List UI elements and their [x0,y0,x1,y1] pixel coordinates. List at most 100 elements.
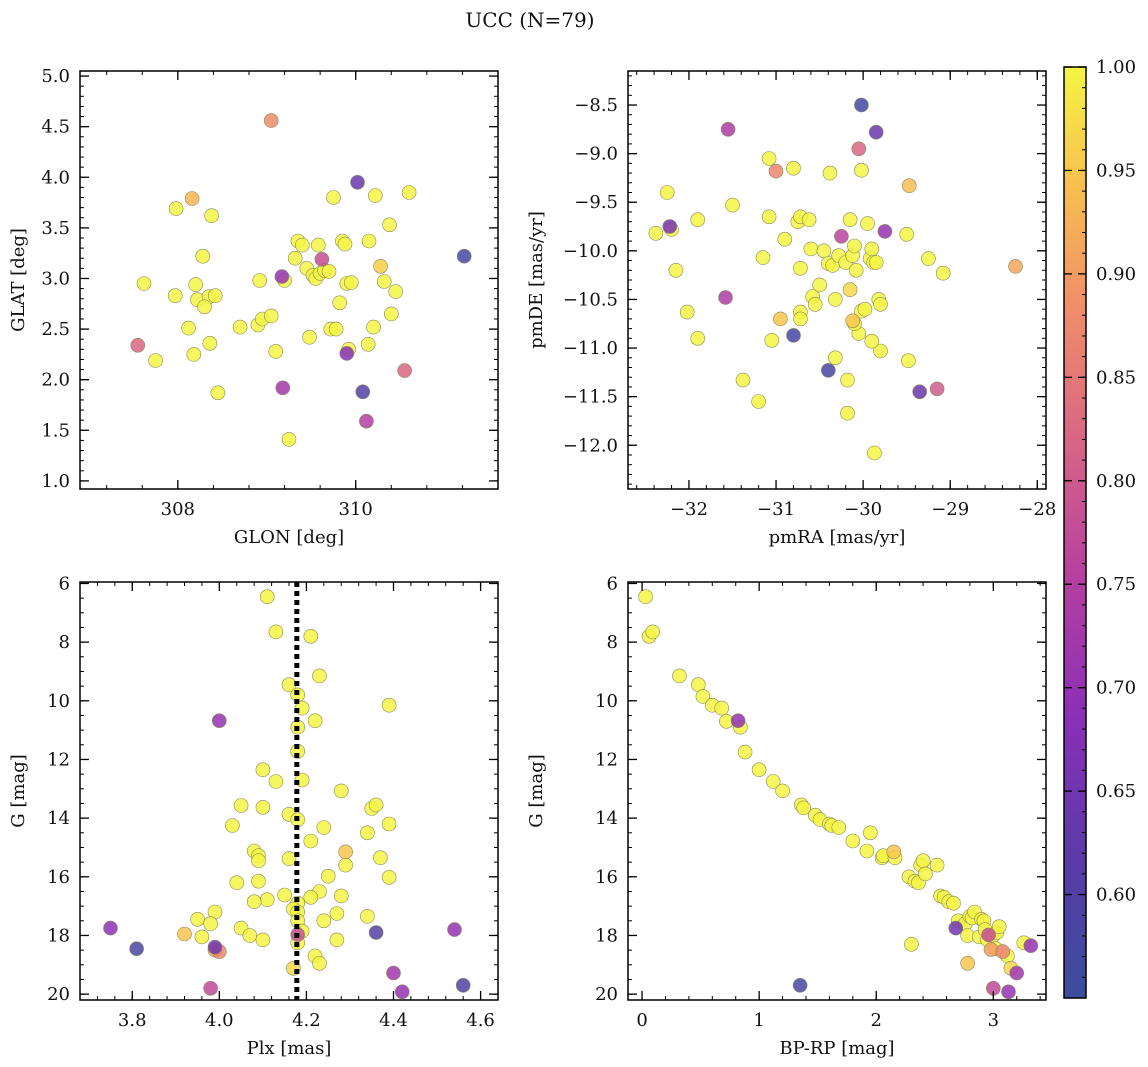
data-point [981,927,996,943]
data-point [190,911,205,927]
y-tick-label: −12.0 [563,435,618,456]
data-point [129,941,144,957]
data-point [864,241,880,257]
data-point [202,335,218,351]
x-tick-label: 4.4 [379,1010,408,1031]
data-point [373,850,388,866]
y-tick-label: 2.5 [41,319,70,340]
data-point [252,273,268,288]
data-point [263,308,279,324]
y-tick-label: −11.0 [563,338,618,359]
data-point [255,762,271,778]
data-point [737,744,753,760]
colorbar-tick-label: 0.95 [1096,160,1136,181]
data-point [456,248,472,264]
data-point [274,269,290,284]
panel-glon-glat: 308 310 1.0 1.5 2.0 2.5 3.0 3.5 4.0 4.5 5.0 GLON [d… [8,66,499,548]
y-tick-label: −9.5 [574,192,618,213]
y-tick-label: 6 [59,573,70,594]
data-point [842,282,858,298]
data-point [901,353,916,369]
data-point [816,243,832,259]
data-point [764,332,780,348]
data-point [792,977,808,993]
data-point [857,301,873,317]
data-point [877,224,893,239]
data-point [751,394,766,409]
data-point [921,251,936,266]
y-tick-label: 8 [59,632,70,653]
data-point [668,262,684,278]
data-point [204,208,219,223]
data-point [360,336,376,352]
data-point [718,290,733,305]
data-point [388,284,404,299]
x-tick-label: 4.2 [292,1010,321,1031]
data-point [333,783,349,799]
data-point [761,151,777,166]
data-point [397,363,412,378]
data-point [328,321,344,337]
data-point [995,944,1011,959]
y-tick-label: 18 [47,925,70,946]
y-tick-label: 1.0 [41,471,70,492]
data-point [720,122,736,137]
x-axis-label: Plx [mas] [247,1038,332,1059]
data-point [662,219,678,234]
data-point [312,668,327,684]
y-tick-label: 1.5 [41,420,70,441]
data-point [259,589,275,605]
panel-plx-g: 3.8 4.0 4.2 4.4 4.6 6 8 10 12 14 16 18 20 Plx [mas] G … [8,573,499,1059]
x-axis-label: GLON [deg] [234,527,344,548]
data-point [860,216,875,231]
data-point [177,926,192,942]
data-point [901,178,917,193]
data-point [281,432,297,447]
data-point [847,238,862,254]
colorbar-tick-label: 0.70 [1096,678,1136,699]
data-point [645,624,660,640]
x-tick-label: −31 [757,499,795,520]
data-point [355,384,371,400]
data-point [194,929,210,945]
data-point [337,236,353,252]
data-point [793,260,808,276]
data-point [359,413,374,429]
data-point [761,209,777,225]
data-point [695,689,711,704]
data-point [638,589,653,605]
y-tick-label: 2.0 [41,370,70,391]
data-point [167,288,183,304]
data-point [263,113,279,128]
y-tick-label: 10 [47,691,70,712]
data-point [225,818,240,833]
data-point [679,304,695,320]
data-point [277,887,292,903]
data-point [233,798,249,813]
figure-title: UCC (N=79) [465,8,594,32]
x-tick-label: 3 [988,1010,999,1031]
x-tick-label: 1 [753,1010,764,1031]
data-point [367,188,383,203]
y-tick-label: 3.5 [41,218,70,239]
y-tick-label: 18 [595,925,618,946]
colorbar-ticks: 0.60 0.65 0.70 0.75 0.80 0.85 0.90 0.95 1.00 [1064,57,1136,978]
data-point [130,337,146,353]
colorbar-gradient [1063,66,1087,999]
data-point [796,800,811,816]
y-tick-label: 14 [595,808,618,829]
data-point [690,212,706,227]
data-point [773,311,788,327]
x-tick-label: −30 [844,499,882,520]
data-point [672,668,687,684]
data-point [312,955,327,971]
y-tick-label: 14 [47,808,70,829]
y-tick-label: −10.0 [563,241,618,262]
data-point [1008,259,1023,274]
x-tick-label: 0 [636,1010,647,1031]
y-tick-label: 12 [47,749,70,770]
data-point [350,175,365,190]
data-point [339,346,355,361]
data-point [840,405,855,421]
data-point [834,229,849,244]
